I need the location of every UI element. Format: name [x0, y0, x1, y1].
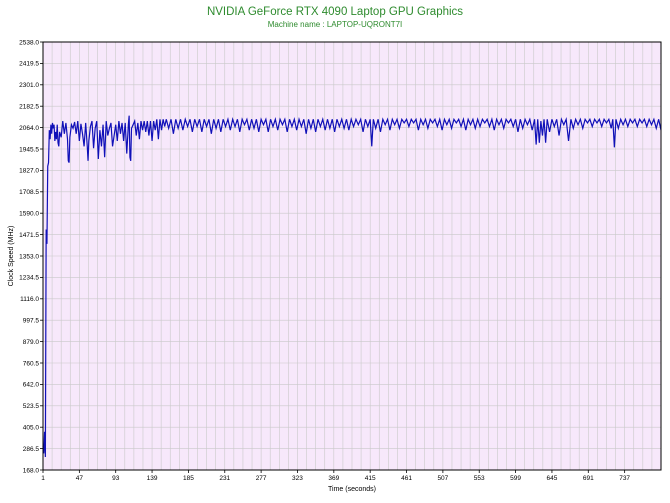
- y-tick-label: 997.5: [23, 318, 40, 325]
- x-tick-label: 369: [328, 475, 339, 482]
- x-tick-label: 737: [619, 475, 630, 482]
- plot-border: [42, 41, 662, 471]
- y-tick-label: 2064.0: [19, 125, 39, 132]
- x-tick-label: 93: [112, 475, 120, 482]
- x-tick-label: 323: [292, 475, 303, 482]
- x-tick-label: 185: [183, 475, 194, 482]
- y-tick-label: 2182.5: [19, 104, 39, 111]
- y-tick-label: 1471.5: [19, 232, 39, 239]
- y-tick-label: 168.0: [23, 467, 40, 474]
- x-tick-label: 599: [510, 475, 521, 482]
- y-tick-label: 286.5: [23, 446, 40, 453]
- x-tick-label: 507: [437, 475, 448, 482]
- y-axis-label: Clock Speed (MHz): [8, 226, 15, 287]
- y-tick-label: 1945.5: [19, 146, 39, 153]
- x-tick-label: 277: [256, 475, 267, 482]
- x-tick-label: 461: [401, 475, 412, 482]
- y-tick-label: 1353.0: [19, 253, 39, 260]
- clock-speed-series-line: [42, 115, 662, 458]
- y-tick-label: 1590.0: [19, 211, 39, 218]
- x-tick-label: 645: [547, 475, 558, 482]
- grid-lines: [42, 42, 662, 470]
- x-tick-label: 231: [219, 475, 230, 482]
- x-tick-label: 691: [583, 475, 594, 482]
- y-tick-label: 1827.0: [19, 168, 39, 175]
- y-tick-label: 642.0: [23, 382, 40, 389]
- x-tick-label: 415: [365, 475, 376, 482]
- y-tick-label: 1116.0: [20, 296, 39, 303]
- y-tick-label: 1708.5: [19, 189, 39, 196]
- chart-subtitle: Machine name : LAPTOP-UQRONT7I: [267, 20, 403, 29]
- chart-title: NVIDIA GeForce RTX 4090 Laptop GPU Graph…: [206, 6, 464, 18]
- y-tick-label: 2301.0: [19, 82, 39, 89]
- x-tick-label: 1: [41, 475, 45, 482]
- y-tick-label: 405.0: [23, 425, 40, 432]
- y-tick-label: 1234.5: [19, 275, 39, 282]
- y-tick-label: 2419.5: [19, 61, 39, 68]
- x-tick-label: 139: [147, 475, 158, 482]
- x-tick-label: 47: [76, 475, 84, 482]
- tick-labels: 2538.0 2419.5 2301.0 2182.5 2064.0 1945.5 1827…: [19, 39, 630, 482]
- x-axis-label: Time (seconds): [328, 486, 376, 493]
- y-tick-label: 523.5: [23, 403, 40, 410]
- x-tick-label: 553: [474, 475, 485, 482]
- y-tick-label: 760.5: [23, 360, 40, 367]
- y-tick-label: 2538.0: [19, 39, 39, 46]
- y-tick-label: 879.0: [23, 339, 40, 346]
